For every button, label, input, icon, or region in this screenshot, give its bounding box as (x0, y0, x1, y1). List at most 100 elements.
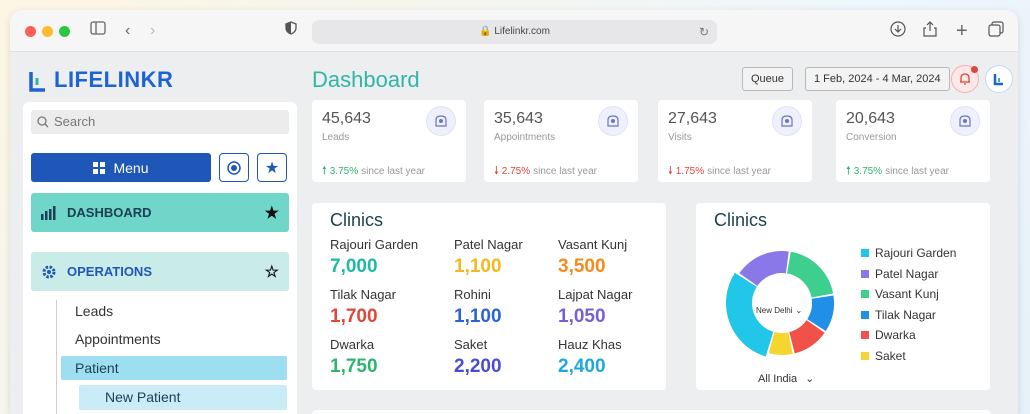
maximize-window-button[interactable] (59, 26, 70, 37)
clinic-value: 7,000 (330, 256, 378, 277)
legend-item[interactable]: Patel Nagar (861, 267, 938, 281)
shield-icon[interactable] (285, 21, 297, 41)
page-title: Dashboard (312, 67, 420, 92)
arrow-up-icon: 🠕 (846, 165, 851, 177)
download-icon[interactable] (890, 21, 906, 43)
donut-title: Clinics (714, 210, 768, 230)
donut-slice[interactable] (787, 251, 834, 298)
clinic-value: 1,050 (558, 306, 606, 327)
nav-operations[interactable]: OPERATIONS ☆ (31, 252, 289, 291)
clinic-value: 1,100 (454, 306, 502, 327)
stat-label: Conversion (846, 132, 897, 143)
stat-label: Leads (322, 132, 350, 143)
stat-change-suffix: since last year (361, 166, 426, 177)
legend-item[interactable]: Dwarka (861, 328, 916, 342)
nav-item-appointments[interactable]: Appointments (75, 331, 161, 347)
close-window-button[interactable] (25, 26, 36, 37)
stat-change: 2.75% (501, 166, 531, 177)
nav-item-leads[interactable]: Leads (75, 303, 114, 319)
donut-slice[interactable] (807, 295, 834, 332)
handshake-icon (950, 106, 980, 136)
clinic-stat[interactable]: Patel Nagar 1,100 (454, 237, 523, 278)
stat-change: 1.75% (675, 166, 705, 177)
legend-swatch (861, 290, 869, 298)
clinic-stat[interactable]: Lajpat Nagar 1,050 (558, 287, 632, 328)
minimize-window-button[interactable] (42, 26, 53, 37)
notifications-button[interactable] (951, 65, 979, 93)
share-icon[interactable] (923, 21, 937, 43)
legend-item[interactable]: Tilak Nagar (861, 308, 936, 322)
nav-dashboard[interactable]: DASHBOARD ★ (31, 193, 289, 232)
arrow-up-icon: 🠕 (322, 165, 327, 177)
date-range-picker[interactable]: 1 Feb, 2024 - 4 Mar, 2024 (805, 67, 950, 91)
tabs-overview-icon[interactable] (988, 21, 1004, 43)
clinic-name: Rohini (454, 287, 491, 302)
clinic-name: Lajpat Nagar (558, 287, 633, 302)
clinic-name: Rajouri Garden (330, 237, 419, 252)
queue-button[interactable]: Queue (742, 67, 794, 91)
legend-item[interactable]: Vasant Kunj (861, 287, 939, 301)
notification-dot (971, 66, 978, 73)
nav-operations-label: OPERATIONS (67, 264, 152, 279)
scope-selector[interactable]: All India ⌄ (758, 372, 814, 386)
stat-label: Appointments (494, 132, 556, 143)
sidebar-toggle-icon[interactable] (90, 21, 106, 41)
forward-icon[interactable]: › (150, 22, 156, 39)
stat-trend: 🠗 2.75% since last year (494, 162, 597, 181)
nav-item-new-patient[interactable]: New Patient (79, 385, 287, 410)
donut-slice[interactable] (739, 251, 789, 286)
legend-swatch (861, 310, 869, 319)
clinic-stat[interactable]: Dwarka 1,750 (330, 337, 378, 378)
nav-item-patient[interactable]: Patient (61, 356, 287, 380)
clinic-name: Vasant Kunj (558, 237, 628, 252)
clinic-name: Saket (454, 337, 488, 352)
clinic-stat[interactable]: Tilak Nagar 1,700 (330, 287, 396, 328)
region-selector[interactable]: New Delhi ⌄ (756, 306, 802, 315)
app-logo[interactable]: LIFELINKR (28, 67, 173, 93)
clinic-stat[interactable]: Vasant Kunj 3,500 (558, 237, 627, 278)
back-icon[interactable]: ‹ (125, 22, 131, 39)
browser-titlebar: ‹ › 🔒 Lifelinkr.com ↻ + (10, 10, 1018, 52)
favorites-button[interactable]: ★ (257, 153, 287, 182)
star-filled-icon[interactable]: ★ (264, 204, 279, 222)
nav-tree-line (56, 300, 57, 414)
address-bar[interactable]: 🔒 Lifelinkr.com ↻ (312, 20, 717, 44)
clinic-stat[interactable]: Saket 2,200 (454, 337, 502, 378)
reload-icon[interactable]: ↻ (698, 25, 709, 39)
legend-item[interactable]: Rajouri Garden (861, 246, 956, 260)
star-outline-icon[interactable]: ☆ (264, 263, 279, 281)
menu-button[interactable]: Menu (31, 153, 211, 182)
stat-card[interactable]: 35,643 Appointments 🠗 2.75% since last year (484, 100, 638, 182)
clinic-name: Dwarka (330, 337, 375, 352)
nav-dashboard-label: DASHBOARD (67, 205, 152, 220)
stat-value: 20,643 (846, 110, 895, 127)
lock-icon: 🔒 (479, 26, 492, 37)
new-tab-icon[interactable]: + (956, 20, 968, 42)
donut-slice[interactable] (768, 332, 793, 355)
stat-change: 3.75% (853, 166, 883, 177)
legend-item[interactable]: Saket (861, 349, 906, 363)
clinic-value: 1,700 (330, 306, 378, 327)
bar-chart-icon (41, 205, 56, 220)
donut-slice[interactable] (789, 320, 825, 354)
arrow-down-icon: 🠗 (494, 165, 499, 177)
clinic-value: 2,400 (558, 356, 606, 377)
search-input[interactable]: Search (31, 110, 289, 134)
legend-swatch (861, 269, 869, 278)
stat-card[interactable]: 45,643 Leads 🠕 3.75% since last year (312, 100, 466, 182)
clinic-stat[interactable]: Rohini 1,100 (454, 287, 502, 328)
chevron-down-icon: ⌄ (795, 306, 803, 315)
clinics-donut-card: Clinics New Delhi ⌄ All India ⌄ Rajouri … (696, 203, 990, 390)
profile-button[interactable] (985, 65, 1013, 93)
clinic-stat[interactable]: Hauz Khas 2,400 (558, 337, 622, 378)
stat-card[interactable]: 27,643 Visits 🠗 1.75% since last year (658, 100, 812, 182)
stat-card[interactable]: 20,643 Conversion 🠕 3.75% since last year (836, 100, 990, 182)
clinic-stat[interactable]: Rajouri Garden 7,000 (330, 237, 418, 278)
star-icon: ★ (264, 159, 280, 177)
donut-slice[interactable] (726, 272, 774, 357)
menu-label: Menu (113, 159, 149, 176)
eye-button[interactable] (219, 153, 249, 182)
legend-label: Patel Nagar (875, 266, 939, 281)
stat-trend: 🠕 3.75% since last year (846, 162, 949, 181)
browser-window: ‹ › 🔒 Lifelinkr.com ↻ + LIFELINKR Dashbo… (10, 10, 1018, 414)
